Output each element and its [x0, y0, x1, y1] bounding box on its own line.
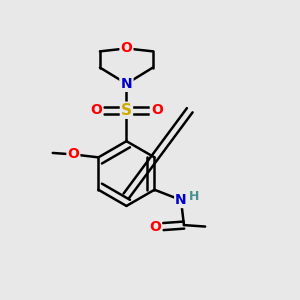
- Text: O: O: [121, 41, 132, 56]
- Text: N: N: [175, 193, 187, 207]
- Text: O: O: [151, 103, 163, 117]
- Text: N: N: [121, 77, 132, 91]
- Text: O: O: [68, 147, 79, 161]
- Text: O: O: [149, 220, 161, 234]
- Text: O: O: [90, 103, 102, 117]
- Text: N: N: [121, 77, 132, 91]
- Text: S: S: [121, 103, 132, 118]
- Text: H: H: [189, 190, 200, 203]
